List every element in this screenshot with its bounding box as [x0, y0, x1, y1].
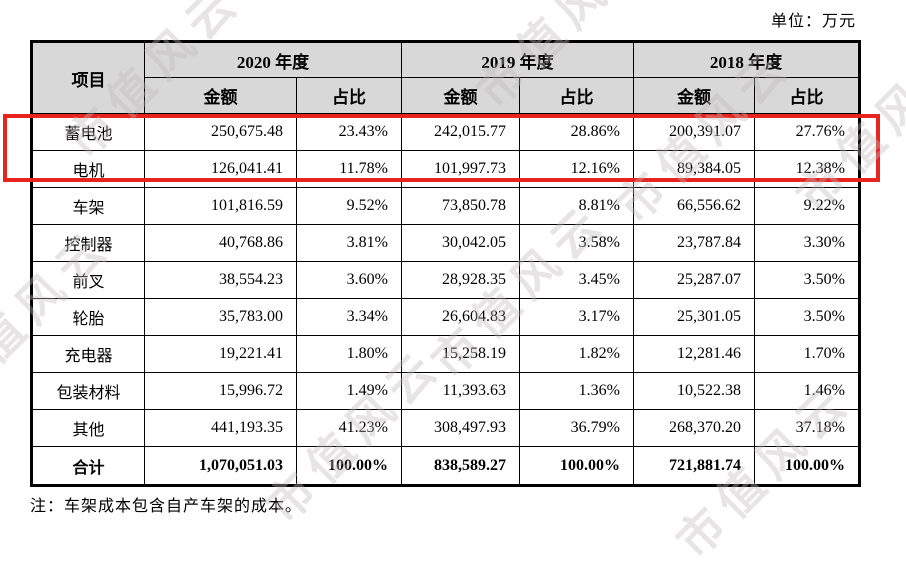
total-ratio-2018: 100.00% — [754, 446, 860, 486]
amount-cell: 268,370.20 — [633, 409, 755, 447]
header-ratio-2019: 占比 — [519, 77, 634, 114]
amount-cell: 126,041.41 — [144, 150, 297, 188]
ratio-cell: 1.36% — [519, 372, 634, 410]
row-item-label: 轮胎 — [31, 298, 145, 336]
amount-cell: 15,996.72 — [144, 372, 297, 410]
ratio-cell: 3.17% — [519, 298, 634, 336]
total-label: 合计 — [31, 446, 145, 486]
row-item-label: 蓄电池 — [31, 113, 145, 151]
amount-cell: 25,301.05 — [633, 298, 755, 336]
amount-cell: 89,384.05 — [633, 150, 755, 188]
ratio-cell: 3.58% — [519, 224, 634, 262]
total-amount-2019: 838,589.27 — [401, 446, 520, 486]
amount-cell: 30,042.05 — [401, 224, 520, 262]
header-item: 项目 — [31, 41, 145, 114]
ratio-cell: 3.50% — [754, 261, 860, 299]
amount-cell: 308,497.93 — [401, 409, 520, 447]
row-item-label: 包装材料 — [31, 372, 145, 410]
header-amount-2018: 金额 — [633, 77, 755, 114]
table-header: 项目 2020 年度 2019 年度 2018 年度 金额 占比 金额 占比 金… — [31, 41, 860, 114]
table-row: 蓄电池 250,675.48 23.43% 242,015.77 28.86% 200,3… — [31, 113, 860, 151]
ratio-cell: 3.60% — [296, 261, 402, 299]
ratio-cell: 1.49% — [296, 372, 402, 410]
row-item-label: 前叉 — [31, 261, 145, 299]
ratio-cell: 9.22% — [754, 187, 860, 225]
ratio-cell: 27.76% — [754, 113, 860, 151]
unit-label: 单位：万元 — [770, 13, 856, 30]
header-amount-2019: 金额 — [401, 77, 520, 114]
total-row: 合计 1,070,051.03 100.00% 838,589.27 100.0… — [31, 446, 860, 486]
amount-cell: 101,997.73 — [401, 150, 520, 188]
header-year-2020: 2020 年度 — [144, 41, 402, 78]
table-row: 车架 101,816.59 9.52% 73,850.78 8.81% 66,556.62… — [31, 187, 860, 225]
total-ratio-2019: 100.00% — [519, 446, 634, 486]
amount-cell: 242,015.77 — [401, 113, 520, 151]
ratio-cell: 1.80% — [296, 335, 402, 373]
row-item-label: 车架 — [31, 187, 145, 225]
ratio-cell: 3.30% — [754, 224, 860, 262]
amount-cell: 26,604.83 — [401, 298, 520, 336]
ratio-cell: 3.45% — [519, 261, 634, 299]
amount-cell: 250,675.48 — [144, 113, 297, 151]
amount-cell: 12,281.46 — [633, 335, 755, 373]
table-row: 控制器 40,768.86 3.81% 30,042.05 3.58% 23,787.84… — [31, 224, 860, 262]
table-footer: 合计 1,070,051.03 100.00% 838,589.27 100.0… — [31, 446, 860, 486]
ratio-cell: 8.81% — [519, 187, 634, 225]
row-item-label: 控制器 — [31, 224, 145, 262]
amount-cell: 200,391.07 — [633, 113, 755, 151]
table-row: 轮胎 35,783.00 3.34% 26,604.83 3.17% 25,301.05 3… — [31, 298, 860, 336]
ratio-cell: 37.18% — [754, 409, 860, 447]
amount-cell: 28,928.35 — [401, 261, 520, 299]
total-ratio-2020: 100.00% — [296, 446, 402, 486]
table-row: 其他 441,193.35 41.23% 308,497.93 36.79% 268,37… — [31, 409, 860, 447]
row-item-label: 电机 — [31, 150, 145, 188]
row-item-label: 充电器 — [31, 335, 145, 373]
header-year-2019: 2019 年度 — [401, 41, 634, 78]
header-year-2018: 2018 年度 — [633, 41, 860, 78]
total-amount-2018: 721,881.74 — [633, 446, 755, 486]
ratio-cell: 36.79% — [519, 409, 634, 447]
table-row: 电机 126,041.41 11.78% 101,997.73 12.16% 89,384… — [31, 150, 860, 188]
ratio-cell: 1.70% — [754, 335, 860, 373]
header-amount-2020: 金额 — [144, 77, 297, 114]
amount-cell: 66,556.62 — [633, 187, 755, 225]
header-ratio-2020: 占比 — [296, 77, 402, 114]
amount-cell: 101,816.59 — [144, 187, 297, 225]
amount-cell: 10,522.38 — [633, 372, 755, 410]
ratio-cell: 1.46% — [754, 372, 860, 410]
ratio-cell: 23.43% — [296, 113, 402, 151]
table-body: 蓄电池 250,675.48 23.43% 242,015.77 28.86% 200,3… — [31, 113, 860, 447]
amount-cell: 40,768.86 — [144, 224, 297, 262]
ratio-cell: 11.78% — [296, 150, 402, 188]
amount-cell: 73,850.78 — [401, 187, 520, 225]
amount-cell: 441,193.35 — [144, 409, 297, 447]
amount-cell: 15,258.19 — [401, 335, 520, 373]
total-amount-2020: 1,070,051.03 — [144, 446, 297, 486]
header-ratio-2018: 占比 — [754, 77, 860, 114]
ratio-cell: 1.82% — [519, 335, 634, 373]
cost-breakdown-table: 项目 2020 年度 2019 年度 2018 年度 金额 占比 金额 占比 金… — [30, 40, 861, 487]
ratio-cell: 28.86% — [519, 113, 634, 151]
ratio-cell: 12.38% — [754, 150, 860, 188]
ratio-cell: 9.52% — [296, 187, 402, 225]
table-row: 充电器 19,221.41 1.80% 15,258.19 1.82% 12,281.46… — [31, 335, 860, 373]
ratio-cell: 41.23% — [296, 409, 402, 447]
footnote: 注：车架成本包含自产车架的成本。 — [30, 498, 303, 515]
amount-cell: 11,393.63 — [401, 372, 520, 410]
ratio-cell: 3.34% — [296, 298, 402, 336]
ratio-cell: 3.81% — [296, 224, 402, 262]
amount-cell: 23,787.84 — [633, 224, 755, 262]
table-row: 包装材料 15,996.72 1.49% 11,393.63 1.36% 10,522.3… — [31, 372, 860, 410]
amount-cell: 19,221.41 — [144, 335, 297, 373]
row-item-label: 其他 — [31, 409, 145, 447]
amount-cell: 38,554.23 — [144, 261, 297, 299]
amount-cell: 35,783.00 — [144, 298, 297, 336]
ratio-cell: 3.50% — [754, 298, 860, 336]
amount-cell: 25,287.07 — [633, 261, 755, 299]
table-row: 前叉 38,554.23 3.60% 28,928.35 3.45% 25,287.07 3… — [31, 261, 860, 299]
ratio-cell: 12.16% — [519, 150, 634, 188]
